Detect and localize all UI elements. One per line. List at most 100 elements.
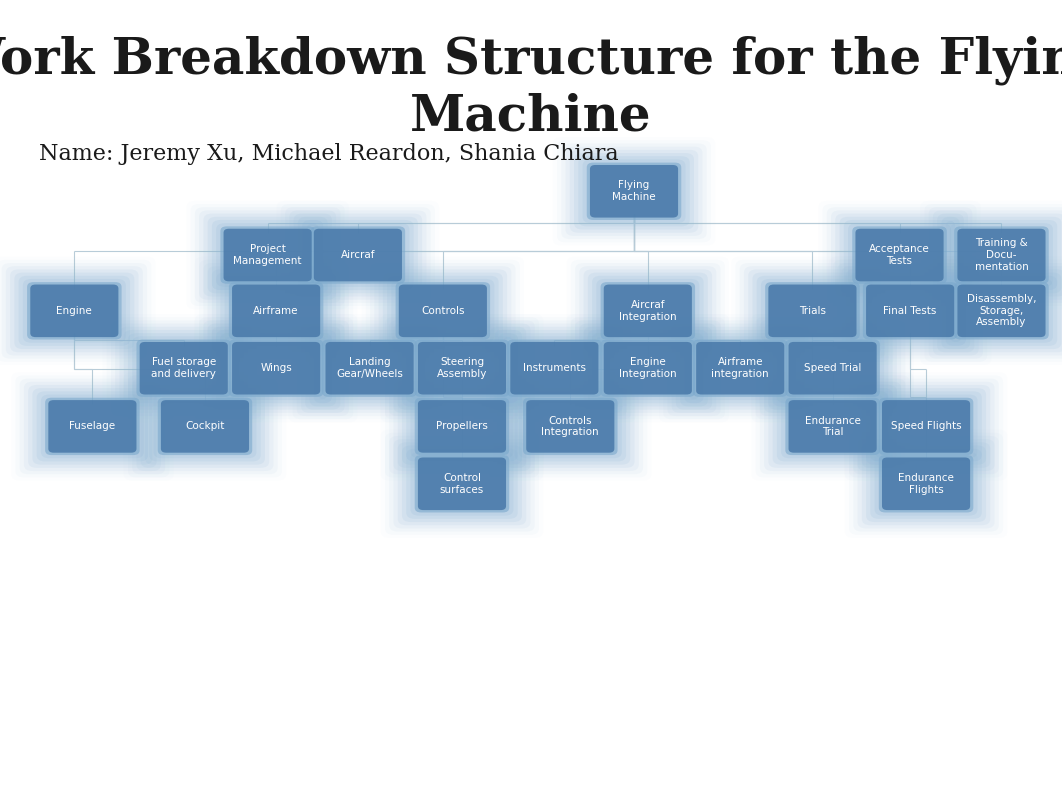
FancyBboxPatch shape xyxy=(752,273,873,349)
FancyBboxPatch shape xyxy=(597,279,699,343)
FancyBboxPatch shape xyxy=(765,282,859,340)
FancyBboxPatch shape xyxy=(597,336,699,400)
FancyBboxPatch shape xyxy=(830,210,967,300)
FancyBboxPatch shape xyxy=(208,266,344,355)
FancyBboxPatch shape xyxy=(854,436,998,532)
FancyBboxPatch shape xyxy=(576,263,720,359)
FancyBboxPatch shape xyxy=(389,436,535,532)
FancyBboxPatch shape xyxy=(228,340,323,397)
FancyBboxPatch shape xyxy=(220,226,314,284)
FancyBboxPatch shape xyxy=(862,385,990,468)
FancyBboxPatch shape xyxy=(854,379,998,474)
FancyBboxPatch shape xyxy=(397,442,527,525)
FancyBboxPatch shape xyxy=(867,285,954,337)
FancyBboxPatch shape xyxy=(302,324,438,413)
Text: Steering
Assembly: Steering Assembly xyxy=(436,357,487,379)
FancyBboxPatch shape xyxy=(928,263,1062,359)
FancyBboxPatch shape xyxy=(223,229,312,281)
FancyBboxPatch shape xyxy=(786,398,879,455)
FancyBboxPatch shape xyxy=(40,395,143,458)
FancyBboxPatch shape xyxy=(389,379,535,474)
FancyBboxPatch shape xyxy=(586,163,681,220)
FancyBboxPatch shape xyxy=(28,282,121,340)
FancyBboxPatch shape xyxy=(781,395,884,458)
FancyBboxPatch shape xyxy=(518,395,622,458)
FancyBboxPatch shape xyxy=(854,276,966,346)
FancyBboxPatch shape xyxy=(857,382,994,471)
FancyBboxPatch shape xyxy=(393,382,531,471)
FancyBboxPatch shape xyxy=(28,385,156,468)
FancyBboxPatch shape xyxy=(601,282,695,340)
FancyBboxPatch shape xyxy=(382,273,503,349)
FancyBboxPatch shape xyxy=(140,385,269,468)
FancyBboxPatch shape xyxy=(490,327,618,410)
Text: Name: Jeremy Xu, Michael Reardon, Shania Chiara: Name: Jeremy Xu, Michael Reardon, Shania… xyxy=(39,143,619,166)
FancyBboxPatch shape xyxy=(220,333,331,403)
FancyBboxPatch shape xyxy=(777,391,888,461)
FancyBboxPatch shape xyxy=(307,223,410,287)
Text: Control
surfaces: Control surfaces xyxy=(440,473,484,495)
FancyBboxPatch shape xyxy=(748,269,877,352)
FancyBboxPatch shape xyxy=(843,220,956,290)
FancyBboxPatch shape xyxy=(862,282,957,340)
FancyBboxPatch shape xyxy=(858,279,962,343)
FancyBboxPatch shape xyxy=(867,388,986,465)
FancyBboxPatch shape xyxy=(588,330,707,406)
FancyBboxPatch shape xyxy=(511,388,631,465)
Text: Aircraf: Aircraf xyxy=(341,250,375,260)
FancyBboxPatch shape xyxy=(941,217,1062,293)
FancyBboxPatch shape xyxy=(132,336,235,400)
FancyBboxPatch shape xyxy=(195,207,340,303)
FancyBboxPatch shape xyxy=(957,285,1045,337)
FancyBboxPatch shape xyxy=(826,207,973,303)
FancyBboxPatch shape xyxy=(401,388,521,465)
FancyBboxPatch shape xyxy=(881,457,970,510)
FancyBboxPatch shape xyxy=(2,263,147,359)
FancyBboxPatch shape xyxy=(777,333,888,403)
Text: Trials: Trials xyxy=(799,306,826,316)
FancyBboxPatch shape xyxy=(881,400,970,453)
FancyBboxPatch shape xyxy=(862,442,990,525)
FancyBboxPatch shape xyxy=(945,276,1057,346)
FancyBboxPatch shape xyxy=(524,398,618,455)
FancyBboxPatch shape xyxy=(937,214,1062,296)
FancyBboxPatch shape xyxy=(391,279,494,343)
FancyBboxPatch shape xyxy=(507,385,635,468)
FancyBboxPatch shape xyxy=(765,324,901,413)
FancyBboxPatch shape xyxy=(123,330,243,406)
FancyBboxPatch shape xyxy=(306,327,433,410)
Text: Aircraf
Integration: Aircraf Integration xyxy=(619,300,676,322)
FancyBboxPatch shape xyxy=(36,391,148,461)
FancyBboxPatch shape xyxy=(406,333,518,403)
FancyBboxPatch shape xyxy=(149,391,261,461)
FancyBboxPatch shape xyxy=(31,285,118,337)
FancyBboxPatch shape xyxy=(19,276,130,346)
FancyBboxPatch shape xyxy=(503,336,605,400)
Text: Endurance
Trial: Endurance Trial xyxy=(805,415,860,438)
FancyBboxPatch shape xyxy=(232,285,321,337)
Text: Engine: Engine xyxy=(56,306,92,316)
FancyBboxPatch shape xyxy=(697,342,784,395)
FancyBboxPatch shape xyxy=(136,340,230,397)
FancyBboxPatch shape xyxy=(119,327,247,410)
Text: Fuselage: Fuselage xyxy=(69,422,116,431)
FancyBboxPatch shape xyxy=(482,320,627,416)
FancyBboxPatch shape xyxy=(788,400,877,453)
FancyBboxPatch shape xyxy=(393,324,531,413)
FancyBboxPatch shape xyxy=(11,269,138,352)
FancyBboxPatch shape xyxy=(285,207,431,303)
FancyBboxPatch shape xyxy=(414,398,510,455)
FancyBboxPatch shape xyxy=(773,330,892,406)
FancyBboxPatch shape xyxy=(850,273,970,349)
FancyBboxPatch shape xyxy=(949,279,1052,343)
FancyBboxPatch shape xyxy=(954,282,1048,340)
FancyBboxPatch shape xyxy=(203,263,348,359)
FancyBboxPatch shape xyxy=(759,320,905,416)
FancyBboxPatch shape xyxy=(584,269,712,352)
FancyBboxPatch shape xyxy=(928,207,1062,303)
Text: Airframe: Airframe xyxy=(254,306,298,316)
FancyBboxPatch shape xyxy=(839,217,959,293)
FancyBboxPatch shape xyxy=(601,340,695,397)
FancyBboxPatch shape xyxy=(203,320,348,416)
FancyBboxPatch shape xyxy=(945,220,1057,290)
